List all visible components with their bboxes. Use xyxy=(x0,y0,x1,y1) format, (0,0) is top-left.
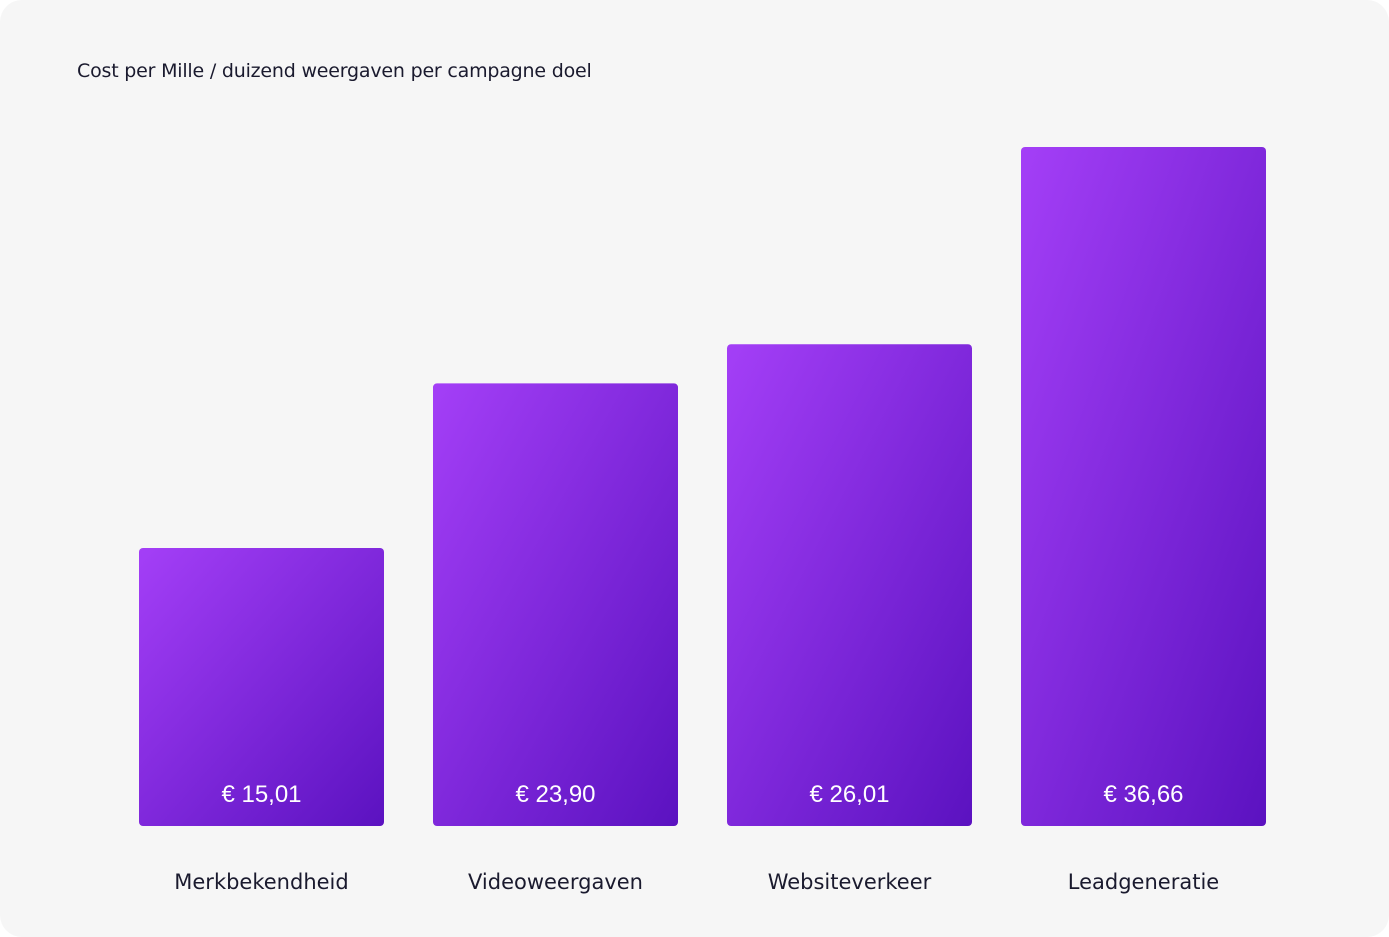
category-label: Leadgeneratie xyxy=(1068,870,1219,894)
bars: € 15,01 Merkbekendheid € 23,90 Videoweergav… xyxy=(139,147,1266,894)
category-label: Videoweergaven xyxy=(468,870,643,894)
category-label: Merkbekendheid xyxy=(174,870,348,894)
chart-title: Cost per Mille / duizend weergaven per c… xyxy=(77,60,592,82)
bar-merkbekendheid xyxy=(139,547,384,826)
bar-value-label: € 23,90 xyxy=(515,781,595,808)
bar-value-label: € 36,66 xyxy=(1103,781,1183,808)
category-label: Websiteverkeer xyxy=(768,870,932,894)
bar-value-label: € 26,01 xyxy=(809,781,889,808)
bar-value-label: € 15,01 xyxy=(221,781,301,808)
bar-websiteverkeer xyxy=(727,344,972,826)
bar-leadgeneratie xyxy=(1021,147,1266,826)
bar-videoweergaven xyxy=(433,383,678,826)
